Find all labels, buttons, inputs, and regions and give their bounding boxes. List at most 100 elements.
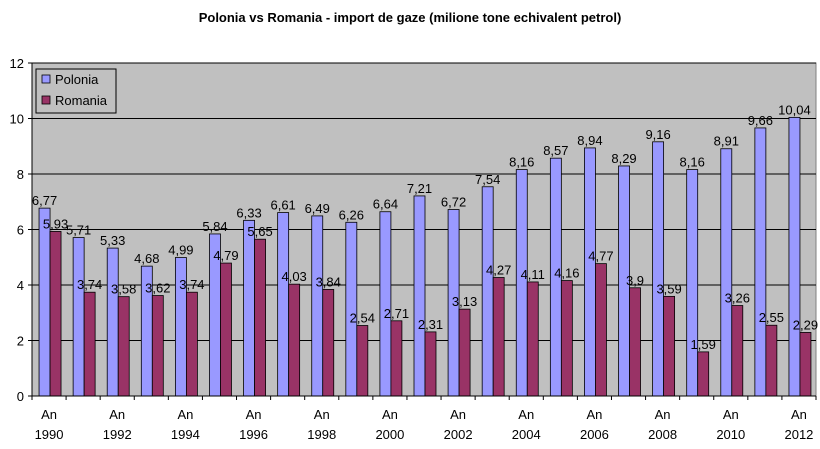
y-tick-label: 12 <box>10 56 24 71</box>
x-tick-label: 2000 <box>375 427 404 442</box>
bar-romania <box>424 331 437 397</box>
x-tick-label: An <box>655 407 671 422</box>
bar-polonia <box>584 147 596 397</box>
x-tick-label: An <box>586 407 602 422</box>
data-label-polonia: 6,33 <box>236 205 261 220</box>
bar-romania <box>254 238 266 397</box>
data-label-polonia: 10,04 <box>778 102 811 117</box>
data-label-romania: 1,59 <box>691 337 716 352</box>
x-tick-label: 2006 <box>580 427 609 442</box>
legend-label-polonia: Polonia <box>55 72 99 87</box>
x-tick-label: 1998 <box>307 427 336 442</box>
y-tick-label: 0 <box>17 389 24 404</box>
x-tick-label: 1992 <box>103 427 132 442</box>
bar-romania <box>220 262 232 397</box>
data-label-romania: 3,26 <box>725 291 750 306</box>
bar-romania <box>731 305 744 397</box>
bar-polonia <box>788 116 801 397</box>
data-label-romania: 4,16 <box>554 266 579 281</box>
x-tick-label: 1996 <box>239 427 268 442</box>
data-label-romania: 2,71 <box>384 306 409 321</box>
data-label-polonia: 8,91 <box>714 134 739 149</box>
bar-polonia <box>652 141 665 397</box>
bar-polonia <box>413 195 426 397</box>
x-tick-label: An <box>723 407 739 422</box>
data-label-polonia: 5,33 <box>100 233 125 248</box>
bar-romania <box>799 332 812 397</box>
y-tick-label: 6 <box>17 223 24 238</box>
bar-romania <box>595 263 607 397</box>
data-label-polonia: 5,71 <box>66 223 91 238</box>
data-label-romania: 5,65 <box>247 224 272 239</box>
bar-polonia <box>754 127 767 397</box>
x-tick-label: An <box>382 407 398 422</box>
data-label-romania: 3,74 <box>77 277 102 292</box>
data-label-romania: 5,93 <box>43 216 68 231</box>
bar-romania <box>492 277 505 397</box>
legend: Polonia Romania <box>35 68 117 114</box>
data-label-romania: 3,13 <box>452 294 477 309</box>
data-label-romania: 3,62 <box>145 281 170 296</box>
data-label-polonia: 4,68 <box>134 251 159 266</box>
bar-romania <box>697 351 710 397</box>
y-tick-label: 4 <box>17 278 24 293</box>
data-label-romania: 4,79 <box>213 248 238 263</box>
y-tick-label: 10 <box>10 112 24 127</box>
bar-polonia <box>243 219 255 397</box>
x-tick-label: 2010 <box>716 427 745 442</box>
y-tick-label: 8 <box>17 167 24 182</box>
legend-swatch-romania <box>41 95 51 105</box>
bar-polonia <box>515 169 528 397</box>
data-label-polonia: 9,16 <box>645 127 670 142</box>
data-label-polonia: 9,66 <box>748 113 773 128</box>
data-label-romania: 3,74 <box>179 277 204 292</box>
data-label-polonia: 8,94 <box>577 133 602 148</box>
data-label-polonia: 6,72 <box>441 195 466 210</box>
x-axis: An 1990 An 1992 An 1994 An 1996 An 1998 An 2000 An 20… <box>31 395 817 442</box>
bar-polonia <box>38 207 51 397</box>
x-tick-label: 2008 <box>648 427 677 442</box>
bar-polonia <box>311 215 324 397</box>
data-label-polonia: 8,16 <box>509 155 534 170</box>
bar-polonia <box>106 247 119 397</box>
bar-romania <box>49 231 62 397</box>
bar-romania <box>629 287 641 397</box>
data-label-romania: 2,54 <box>350 311 375 326</box>
x-tick-label: An <box>177 407 193 422</box>
data-label-polonia: 5,84 <box>202 219 227 234</box>
data-label-romania: 4,11 <box>521 267 545 282</box>
data-label-romania: 2,29 <box>793 317 818 332</box>
x-tick-label: An <box>518 407 534 422</box>
x-tick-label: An <box>246 407 262 422</box>
x-tick-label: 2012 <box>784 427 813 442</box>
x-tick-label: 2002 <box>444 427 473 442</box>
x-tick-label: An <box>41 407 57 422</box>
data-label-romania: 4,77 <box>588 249 613 264</box>
bar-romania <box>322 289 335 397</box>
bar-romania <box>151 295 164 397</box>
data-label-romania: 3,58 <box>111 282 136 297</box>
x-tick-label: An <box>791 407 807 422</box>
bar-polonia <box>481 186 494 397</box>
x-tick-label: 1994 <box>171 427 200 442</box>
bar-romania <box>356 325 369 397</box>
bar-romania <box>526 281 539 397</box>
bar-polonia <box>686 169 699 397</box>
bar-polonia <box>379 211 392 397</box>
data-label-romania: 4,27 <box>486 263 511 278</box>
bar-romania <box>185 291 198 397</box>
data-label-polonia: 6,64 <box>373 197 398 212</box>
bar-romania <box>83 291 96 397</box>
bar-polonia <box>345 221 358 397</box>
bar-romania <box>663 295 676 397</box>
data-label-polonia: 6,61 <box>270 198 295 213</box>
data-label-polonia: 6,77 <box>32 193 57 208</box>
y-axis: 0 2 4 6 8 10 12 <box>10 56 33 404</box>
bar-romania <box>390 320 403 397</box>
data-label-romania: 4,03 <box>281 269 306 284</box>
bar-romania <box>560 280 573 397</box>
legend-label-romania: Romania <box>55 93 108 108</box>
x-tick-label: An <box>314 407 330 422</box>
data-label-polonia: 8,16 <box>680 155 705 170</box>
